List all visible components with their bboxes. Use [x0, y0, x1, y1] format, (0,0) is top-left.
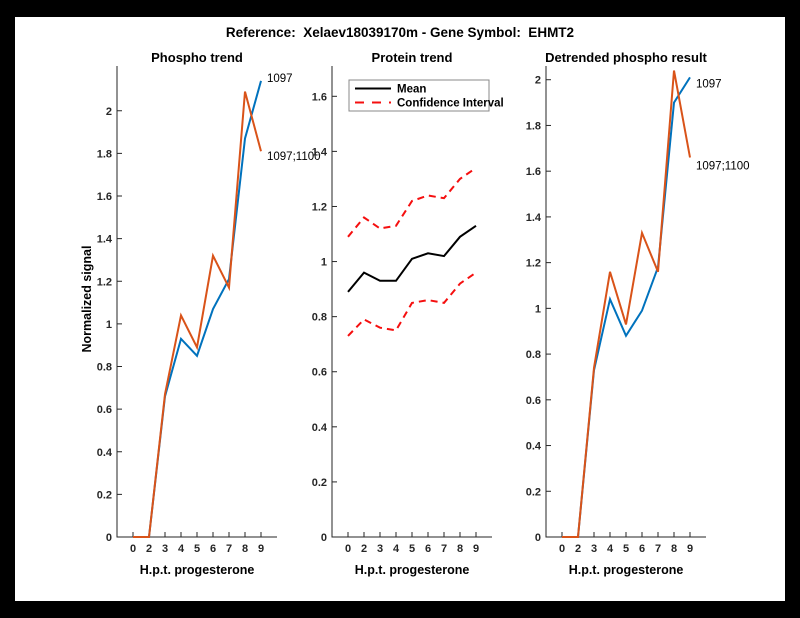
x-tick-label: 0: [559, 543, 565, 555]
x-tick-label: 5: [623, 543, 629, 555]
x-tick-label: 6: [210, 543, 216, 555]
legend-box: [348, 79, 490, 112]
y-tick-label: 1.6: [526, 166, 541, 178]
y-axis: 0 0.2 0.4 0.6 0.8 1 1.2 1.4 1.6: [312, 91, 337, 544]
y-tick-label: 1.4: [526, 212, 542, 224]
axes-spines: [545, 66, 706, 538]
x-tick-label: 9: [687, 543, 693, 555]
series-line-mean: [347, 224, 477, 293]
line-end-label: 1097: [267, 73, 293, 85]
x-tick-label: 3: [377, 543, 383, 555]
legend-label: Mean: [397, 84, 426, 96]
y-tick-label: 0: [106, 532, 112, 544]
y-tick-label: 0.4: [312, 422, 328, 434]
series-line-1097-1100: [133, 91, 262, 538]
panel-1-plot: 00.20.40.60.811.21.41.61.820 2 3 4 5 6 7 8 91097…: [97, 66, 321, 555]
y-tick-label: 1: [535, 303, 541, 315]
x-tick-label: 2: [575, 543, 581, 555]
y-tick-label: 0.6: [312, 367, 327, 379]
x-tick-label: 4: [393, 543, 400, 555]
x-tick-label: 3: [591, 543, 597, 555]
y-tick-label: 2: [106, 106, 112, 118]
panel-title-detrended-result: Detrended phospho result: [545, 50, 707, 65]
x-tick-label: 3: [162, 543, 168, 555]
series-line-1097: [133, 80, 262, 538]
x-axis-label-panel3: H.p.t. progesterone: [568, 563, 684, 577]
y-tick-label: 0: [321, 532, 327, 544]
figure-title: Reference: Xelaev18039170m - Gene Symbol…: [225, 25, 575, 40]
x-tick-label: 4: [607, 543, 614, 555]
panel-title-phospho-trend: Phospho trend: [151, 50, 243, 65]
line-end-label: 1097;1100: [696, 160, 750, 172]
x-tick-label: 0: [345, 543, 351, 555]
panel-2-plot: 00.20.40.60.811.21.41.60 2 3 4 5 6 7 8 9MeanConf…: [312, 66, 504, 555]
line-end-label: 1097;1100: [267, 151, 321, 163]
x-tick-label: 4: [178, 543, 185, 555]
y-tick-label: 1.2: [312, 201, 327, 213]
legend: Mean Confidence Interval: [348, 79, 504, 112]
y-tick-label: 0.8: [312, 312, 327, 324]
y-tick-label: 2: [535, 75, 541, 87]
x-tick-label: 8: [457, 543, 463, 555]
x-tick-label: 0: [130, 543, 136, 555]
y-tick-label: 1.6: [97, 191, 112, 203]
series-line-1097-1100: [562, 70, 691, 538]
x-tick-label: 5: [194, 543, 200, 555]
y-tick-label: 1.4: [97, 234, 113, 246]
y-tick-label: 0.2: [97, 489, 112, 501]
y-tick-label: 1.4: [312, 146, 328, 158]
x-tick-label: 9: [258, 543, 264, 555]
axes-spines: [331, 66, 492, 538]
y-tick-label: 0.6: [97, 404, 112, 416]
y-tick-label: 0.2: [312, 477, 327, 489]
y-tick-label: 0.4: [526, 441, 542, 453]
matlab-figure: Reference: Xelaev18039170m - Gene Symbol…: [15, 17, 785, 601]
legend-label: Confidence Interval: [397, 98, 504, 110]
line-end-label: 1097: [696, 78, 722, 90]
series-line-1097: [562, 76, 691, 538]
y-tick-label: 0: [535, 532, 541, 544]
x-tick-label: 8: [671, 543, 677, 555]
plots-canvas: 00.20.40.60.811.21.41.61.820 2 3 4 5 6 7 8 91097…: [97, 66, 750, 555]
x-tick-label: 6: [639, 543, 645, 555]
y-tick-label: 0.8: [97, 362, 112, 374]
panel-title-protein-trend: Protein trend: [371, 50, 453, 65]
y-tick-label: 0.4: [97, 447, 113, 459]
x-axis-label-panel2: H.p.t. progesterone: [354, 563, 470, 577]
x-tick-label: 6: [425, 543, 431, 555]
x-tick-label: 7: [655, 543, 661, 555]
y-tick-label: 0.2: [526, 486, 541, 498]
y-tick-label: 1.8: [526, 120, 541, 132]
x-tick-label: 2: [361, 543, 367, 555]
axes-spines: [116, 66, 277, 538]
x-tick-label: 2: [146, 543, 152, 555]
x-tick-label: 5: [409, 543, 415, 555]
y-tick-label: 0.6: [526, 395, 541, 407]
series-line-confidence-interval-upper: [347, 167, 477, 238]
y-tick-label: 1.8: [97, 148, 112, 160]
x-tick-label: 8: [242, 543, 248, 555]
y-tick-label: 1: [106, 319, 112, 331]
y-tick-label: 1.2: [526, 258, 541, 270]
y-axis-label-normalized-signal: Normalized signal: [80, 245, 94, 353]
x-axis-label-panel1: H.p.t. progesterone: [139, 563, 255, 577]
x-tick-label: 7: [226, 543, 232, 555]
y-tick-label: 1.6: [312, 91, 327, 103]
y-tick-label: 1: [321, 257, 327, 269]
y-tick-label: 0.8: [526, 349, 541, 361]
series-line-confidence-interval-lower: [347, 271, 477, 337]
y-axis: 0 0.2 0.4 0.6 0.8 1 1.2 1.4 1.6 1.8 2: [526, 75, 551, 544]
x-tick-label: 9: [473, 543, 479, 555]
panel-3-plot: 00.20.40.60.811.21.41.61.820 2 3 4 5 6 7 8 91097…: [526, 66, 750, 555]
x-tick-label: 7: [441, 543, 447, 555]
y-axis: 0 0.2 0.4 0.6 0.8 1 1.2 1.4 1.6 1.8 2: [97, 106, 122, 544]
y-tick-label: 1.2: [97, 276, 112, 288]
